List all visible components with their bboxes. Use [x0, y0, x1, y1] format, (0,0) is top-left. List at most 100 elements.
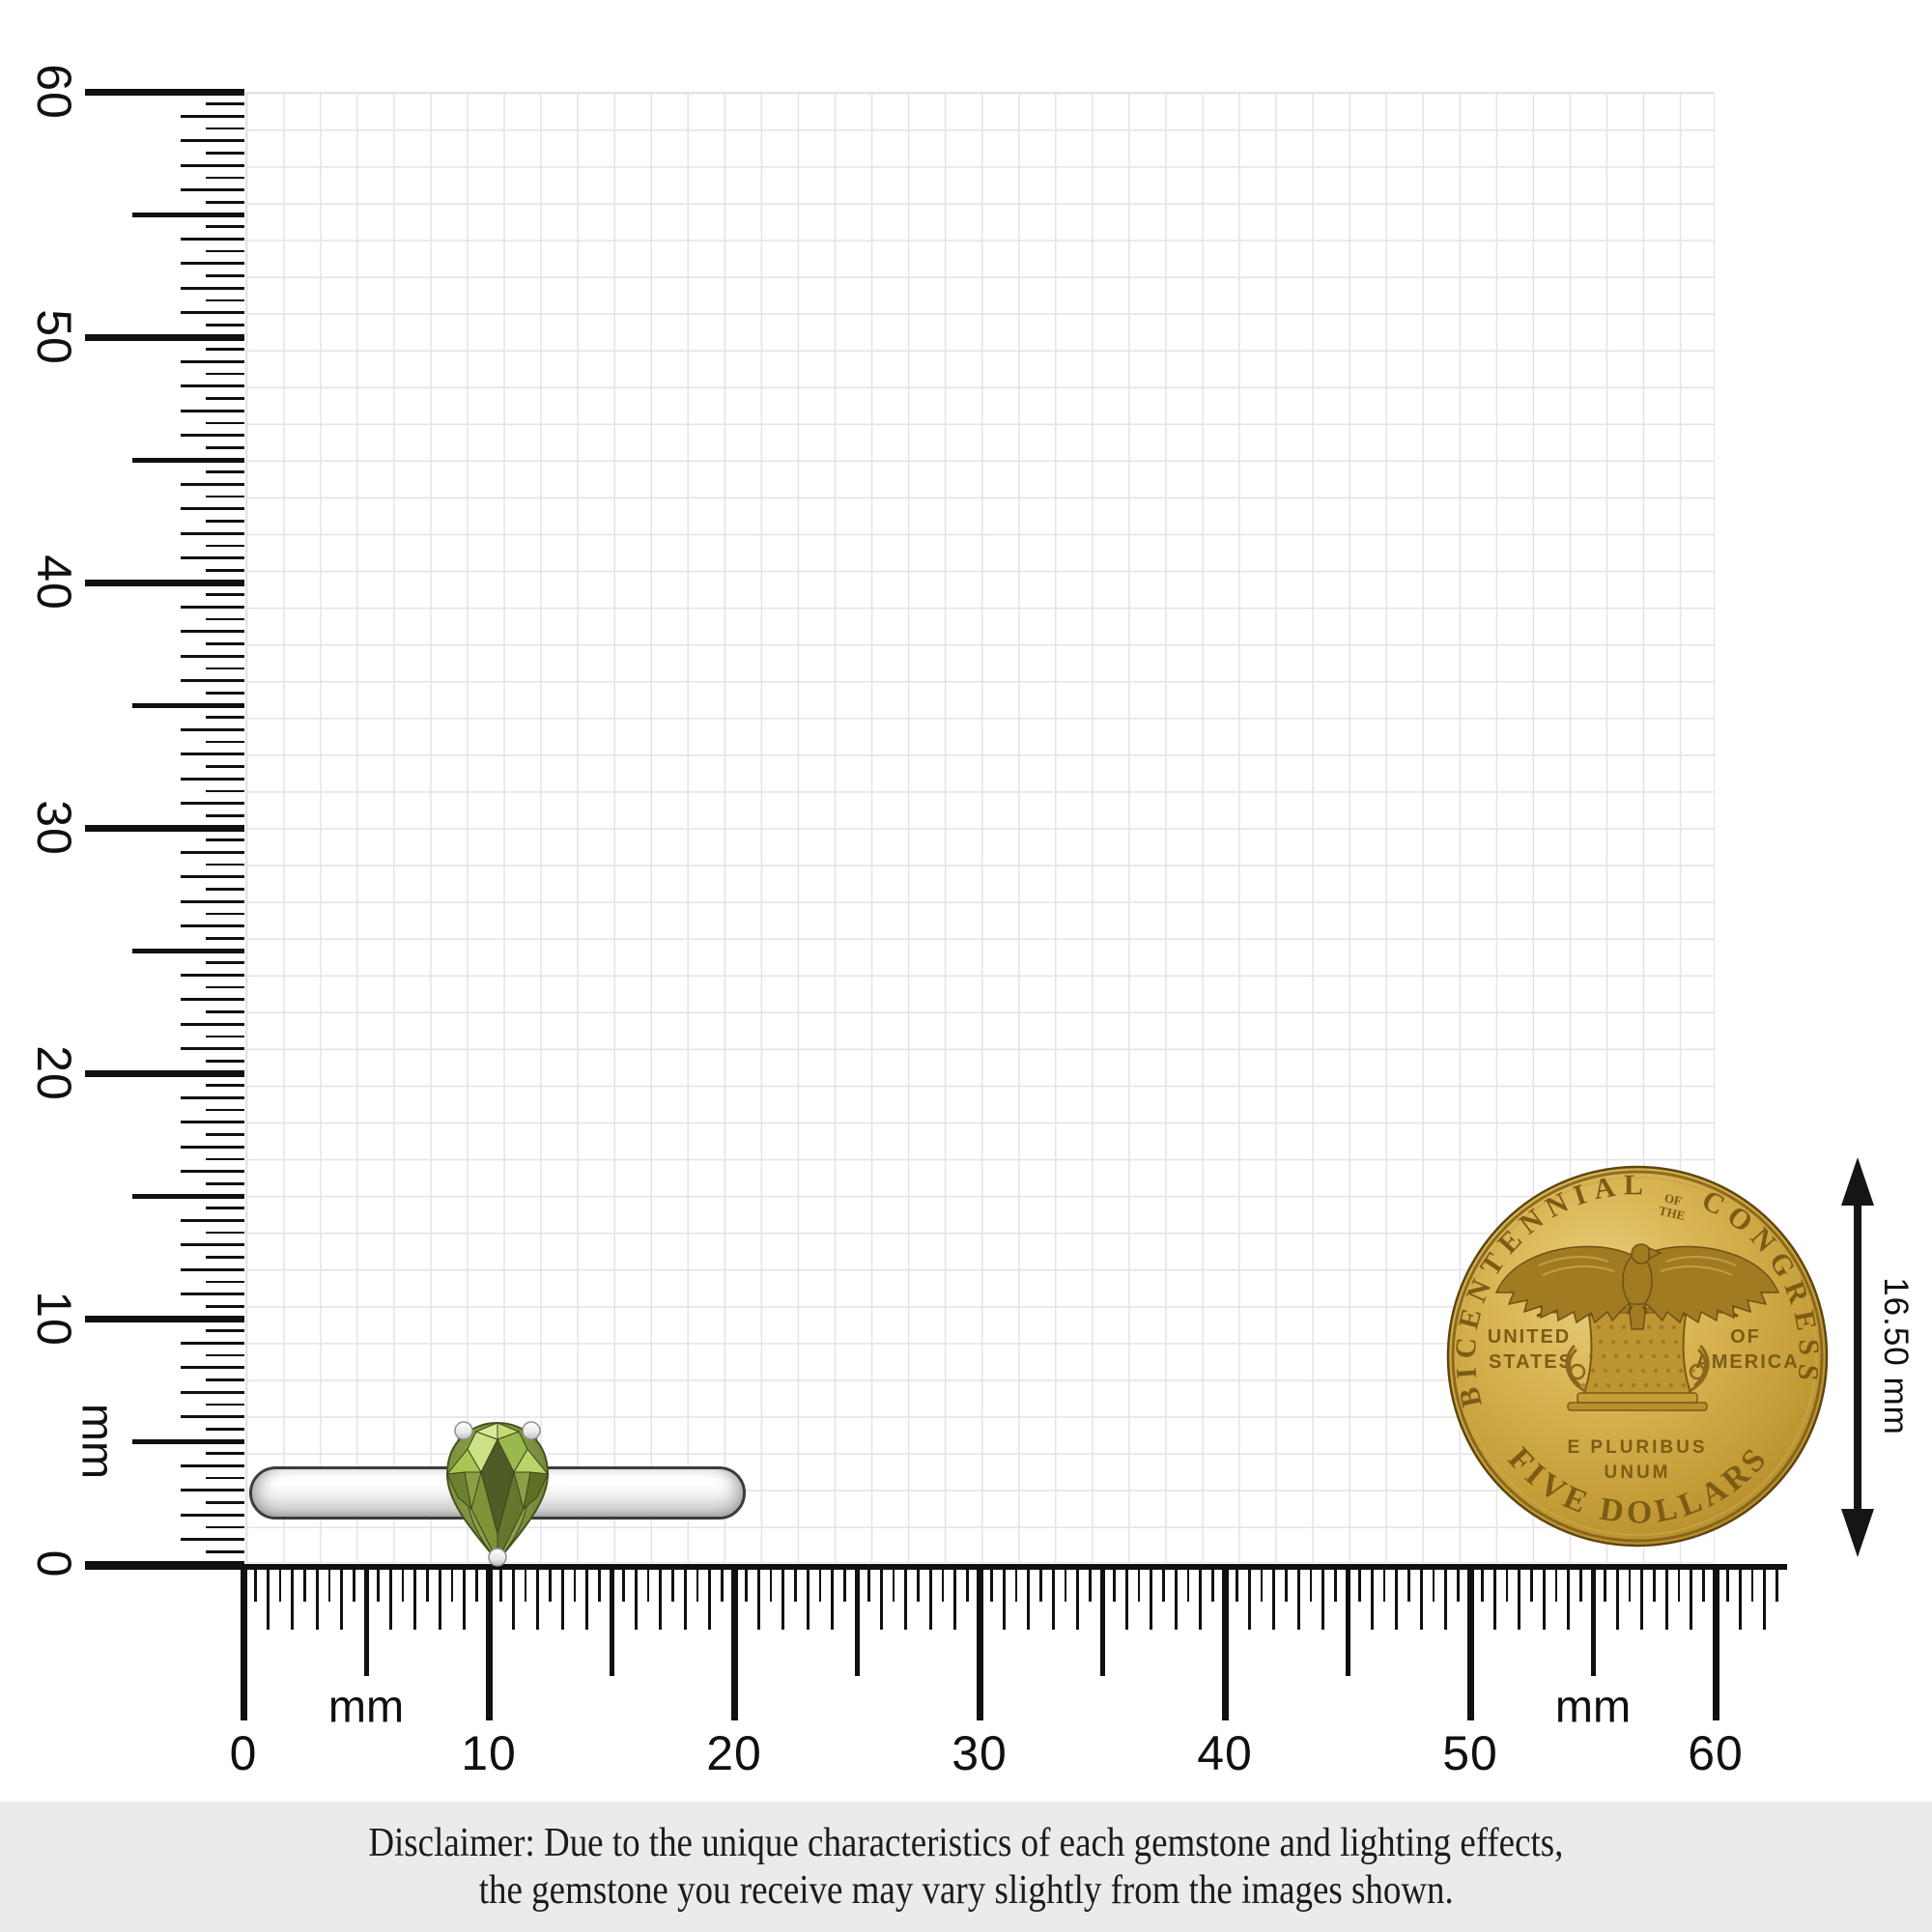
- ruler-tick: [206, 1108, 244, 1112]
- ruler-tick: [966, 1567, 969, 1602]
- ruler-tick: [206, 912, 244, 916]
- ruler-tick: [1099, 1567, 1105, 1676]
- ruler-tick: [426, 1567, 429, 1602]
- left-ruler-number: 20: [27, 1045, 81, 1101]
- ruler-tick: [181, 1145, 244, 1149]
- ruler-tick: [867, 1567, 870, 1602]
- ruler-tick: [206, 863, 244, 867]
- left-ruler-number: 10: [27, 1291, 81, 1347]
- ruler-tick: [181, 1463, 244, 1468]
- ruler-tick: [1653, 1567, 1656, 1602]
- ruler-tick: [240, 1567, 247, 1720]
- ruler-tick: [413, 1567, 417, 1630]
- ruler-tick: [1664, 1567, 1668, 1630]
- coin-canopy: [1536, 1303, 1739, 1411]
- ruler-tick: [181, 482, 244, 487]
- ruler-tick: [85, 1560, 244, 1568]
- ruler-tick: [1419, 1567, 1423, 1630]
- ruler-tick: [622, 1567, 625, 1602]
- ruler-tick: [1457, 1567, 1460, 1602]
- ruler-tick: [1334, 1567, 1337, 1602]
- ruler-tick: [1750, 1567, 1754, 1602]
- ruler-tick: [206, 838, 244, 841]
- ruler-tick: [181, 409, 244, 412]
- ruler-tick: [181, 1292, 244, 1296]
- ruler-tick: [1137, 1567, 1141, 1602]
- ruler-tick: [181, 384, 244, 388]
- ruler-tick: [181, 1513, 244, 1517]
- ruler-tick: [1124, 1567, 1129, 1630]
- ruler-tick: [132, 212, 244, 217]
- bottom-ruler-number: 30: [952, 1726, 1008, 1780]
- ruler-tick: [181, 1341, 244, 1346]
- ruler-tick: [1466, 1567, 1474, 1720]
- ruler-tick: [1395, 1567, 1399, 1630]
- ruler-tick: [181, 237, 244, 242]
- ruler-tick: [941, 1567, 945, 1602]
- ruler-tick: [303, 1567, 306, 1602]
- ruler-tick: [1518, 1567, 1521, 1630]
- ruler-tick: [181, 1366, 244, 1370]
- ruler-tick: [1027, 1567, 1031, 1630]
- ruler-tick: [818, 1567, 822, 1602]
- ruler-tick: [206, 1476, 244, 1480]
- ruler-tick: [854, 1567, 860, 1676]
- disclaimer-line1: Disclaimer: Due to the unique characteri…: [368, 1820, 1564, 1865]
- ruler-tick: [1064, 1567, 1067, 1602]
- ruler-tick: [769, 1567, 773, 1602]
- dimension-label: 16.50 mm: [1877, 1277, 1915, 1435]
- ruler-tick: [1285, 1567, 1288, 1602]
- ruler-tick: [181, 310, 244, 315]
- ruler-tick: [206, 102, 244, 105]
- ruler-tick: [181, 163, 244, 167]
- ruler-tick: [1492, 1567, 1497, 1630]
- ruler-tick: [1628, 1567, 1632, 1602]
- ruler-tick: [181, 531, 244, 535]
- ruler-tick: [560, 1567, 564, 1630]
- svg-text:THE: THE: [1658, 1203, 1687, 1223]
- bottom-ruler-number: 20: [706, 1726, 762, 1780]
- ruler-tick: [206, 1329, 244, 1332]
- ruler-tick: [206, 495, 244, 498]
- ruler-tick: [1174, 1567, 1178, 1630]
- svg-text:OF: OF: [1663, 1190, 1684, 1208]
- ruler-tick: [181, 433, 244, 438]
- ruler-tick: [181, 998, 244, 1002]
- ruler-tick: [85, 333, 244, 341]
- ruler-tick: [206, 642, 244, 645]
- ruler-tick: [206, 937, 244, 940]
- prong-ball-left: [454, 1421, 473, 1440]
- ruler-tick: [181, 1267, 244, 1271]
- coin-eagle: [1494, 1243, 1779, 1330]
- bottom-ruler-number: 40: [1197, 1726, 1253, 1780]
- ruler-tick: [830, 1567, 835, 1630]
- ruler-tick: [206, 249, 244, 253]
- ruler-tick: [1236, 1567, 1238, 1602]
- ruler-tick: [85, 88, 244, 96]
- ruler-tick: [206, 372, 244, 376]
- ruler-tick: [181, 262, 244, 266]
- ruler-tick: [781, 1567, 785, 1630]
- ruler-tick: [536, 1567, 540, 1630]
- ruler-tick: [450, 1567, 454, 1602]
- coin-rim-highlight: [1458, 1177, 1817, 1536]
- ruler-tick: [904, 1567, 908, 1630]
- ruler-tick: [707, 1567, 712, 1630]
- ruler-tick: [206, 740, 244, 744]
- ruler-tick: [206, 961, 244, 964]
- ruler-tick: [438, 1567, 441, 1630]
- ruler-tick: [1321, 1567, 1325, 1630]
- ruler-tick: [1075, 1567, 1080, 1630]
- ruler-tick: [485, 1567, 493, 1720]
- ruler-tick: [549, 1567, 552, 1602]
- ruler-tick: [181, 359, 244, 364]
- ruler-tick: [1530, 1567, 1533, 1602]
- ruler-tick: [206, 397, 244, 400]
- ruler-tick: [291, 1567, 295, 1630]
- ruler-tick: [206, 127, 244, 130]
- ruler-tick: [206, 1182, 244, 1185]
- ruler-tick: [181, 1390, 244, 1394]
- ruler-tick: [206, 470, 244, 473]
- ruler-tick: [1186, 1567, 1190, 1602]
- ruler-tick: [659, 1567, 663, 1630]
